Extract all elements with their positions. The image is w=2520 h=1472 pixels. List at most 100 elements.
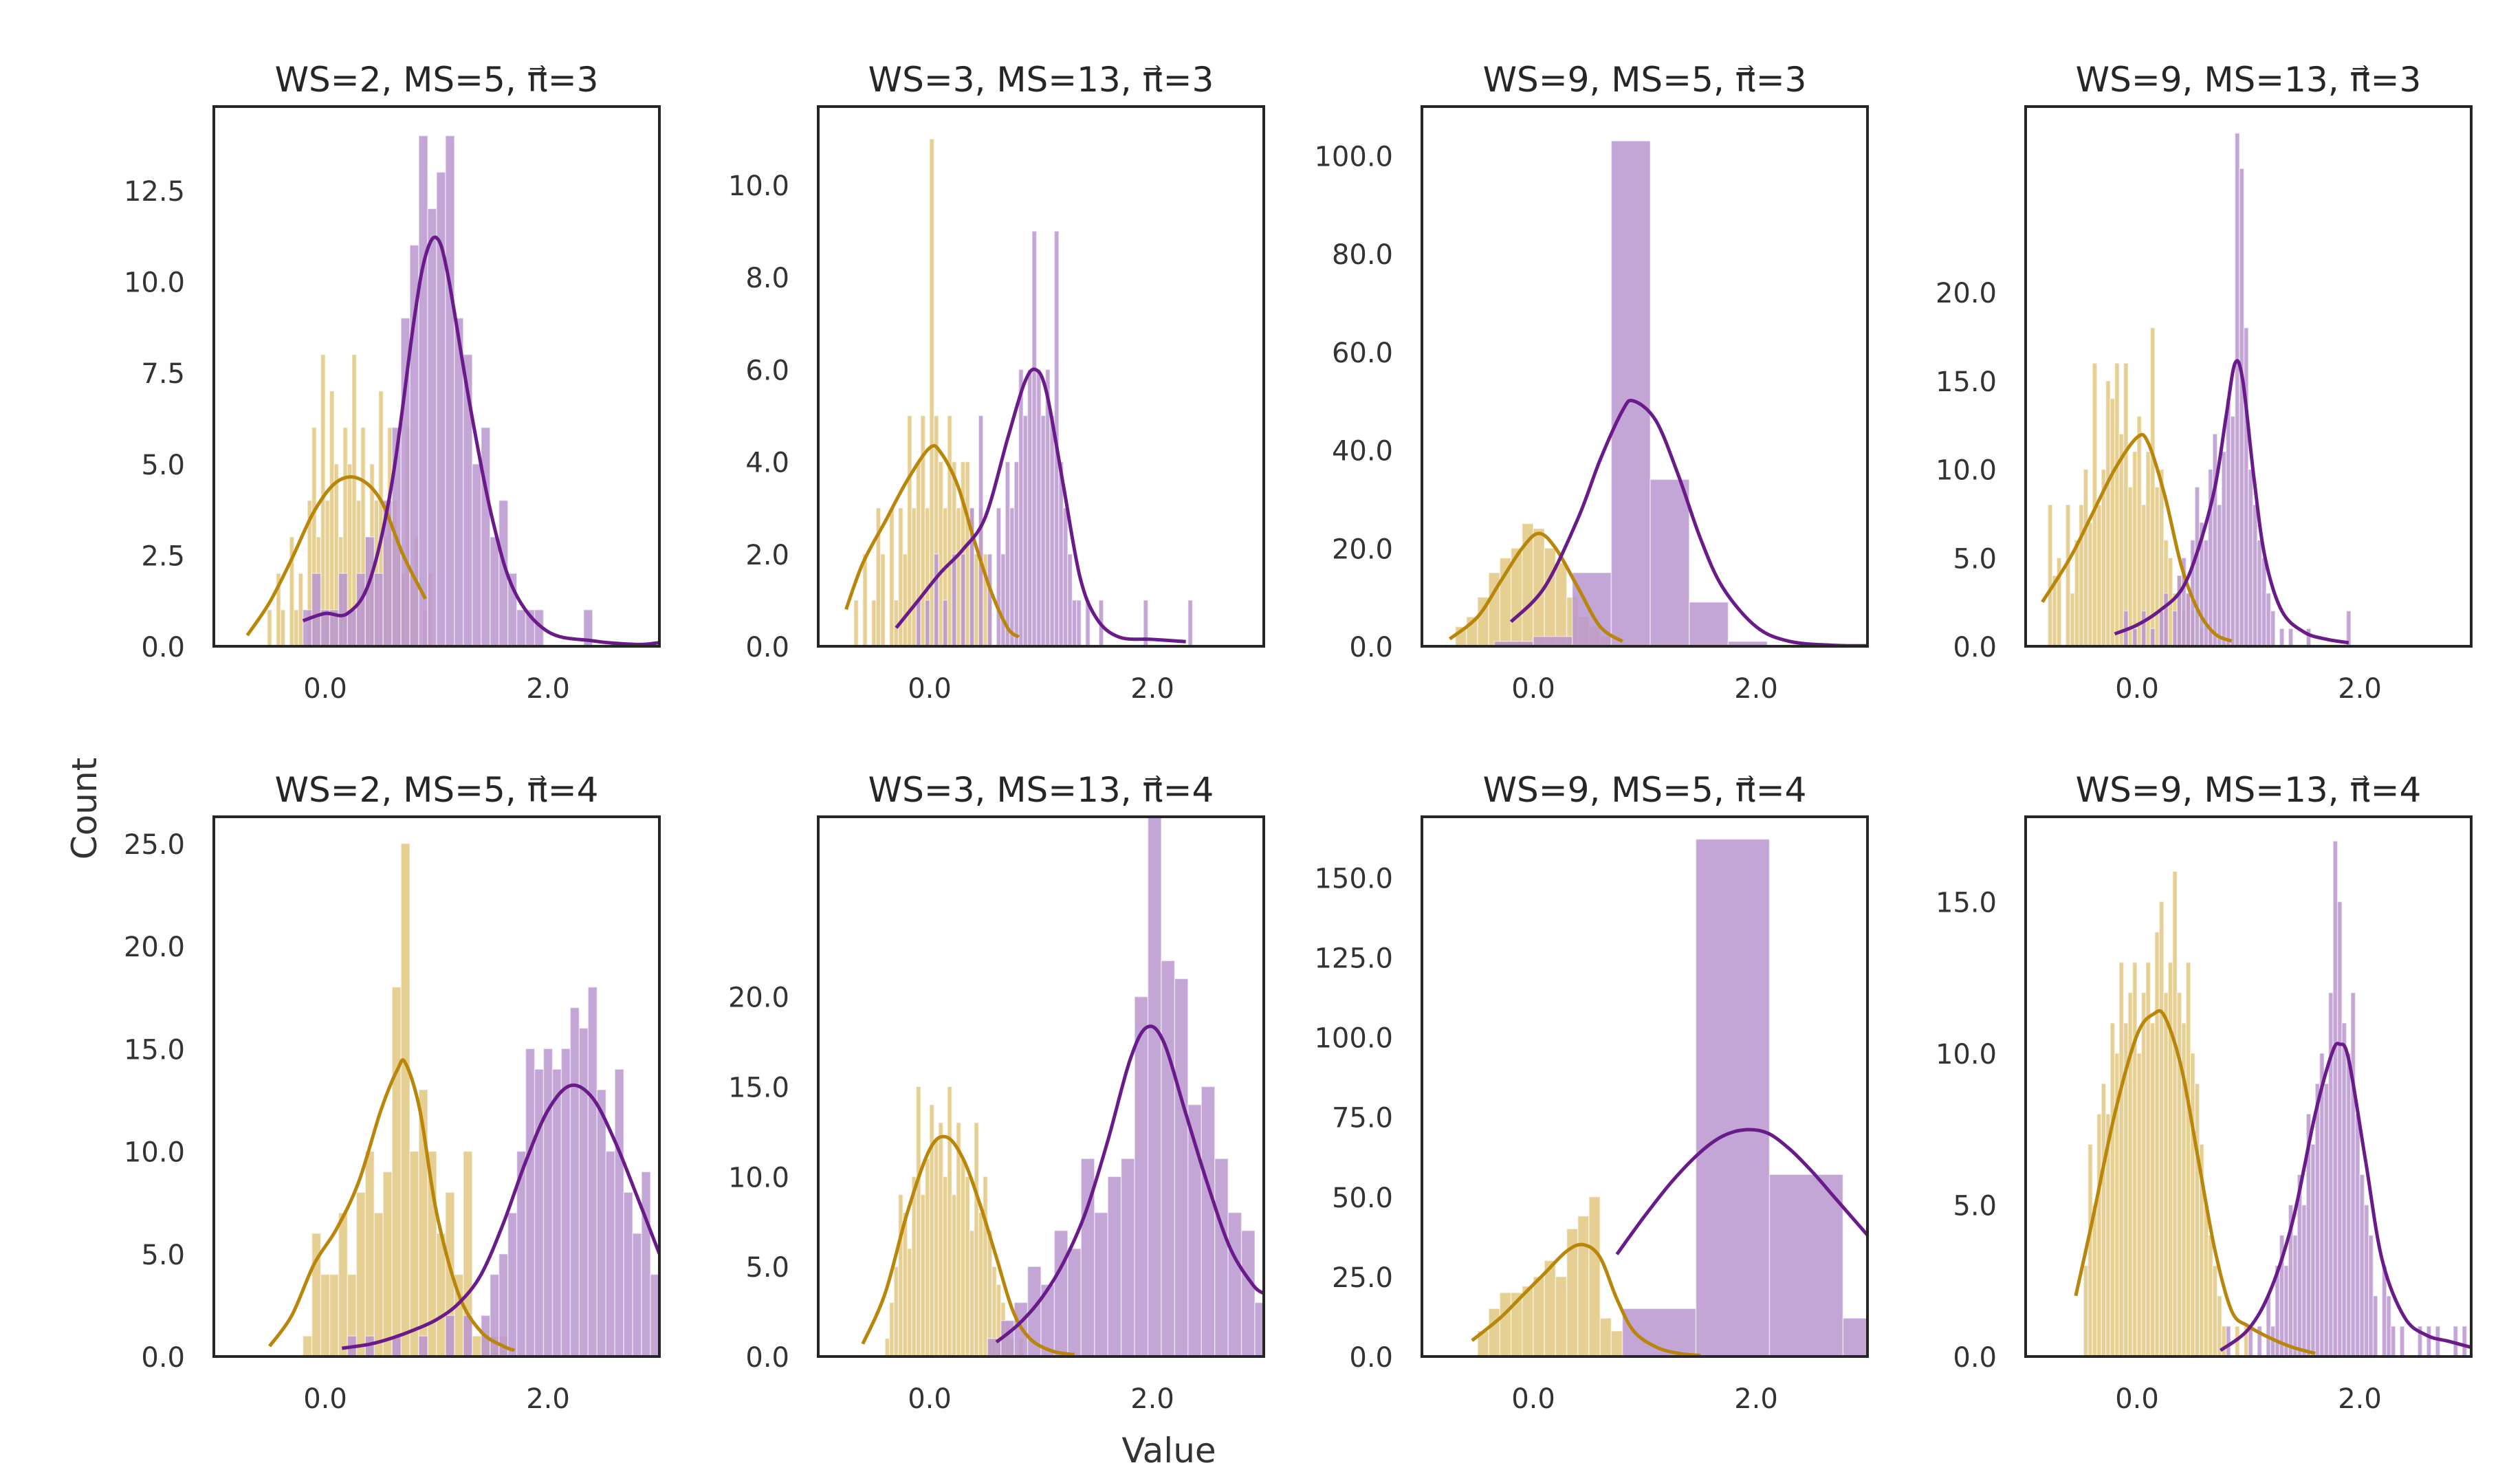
y-tick-label: 150.0	[1314, 863, 1393, 894]
gold-bar	[2216, 1295, 2222, 1356]
purple-bar	[1027, 369, 1033, 646]
gold-bar	[2132, 961, 2138, 1356]
gold-bar	[2185, 961, 2191, 1356]
purple-bar	[1842, 1317, 1867, 1356]
purple-bar	[1022, 415, 1029, 646]
axes-frame	[212, 815, 661, 1358]
purple-kde-line	[302, 235, 659, 646]
purple-bar	[1689, 602, 1729, 646]
gold-bar	[2070, 593, 2076, 646]
gold-bar	[2163, 992, 2169, 1356]
subplot-title: WS=9, MS=5, π⃗=3	[1483, 60, 1807, 100]
y-tick-label: 20.0	[728, 982, 789, 1014]
gold-bar	[472, 1335, 482, 1356]
purple-bar	[445, 1315, 455, 1356]
y-tick-label: 4.0	[745, 448, 789, 479]
purple-bar	[2248, 468, 2254, 646]
gold-bar	[1488, 1308, 1501, 1356]
gold-bar	[2212, 1264, 2218, 1356]
gold-bar	[329, 1273, 340, 1356]
gold-bar	[2158, 901, 2165, 1356]
gold-bar	[355, 1191, 366, 1356]
gold-bar	[338, 1212, 349, 1356]
plot-area	[267, 843, 659, 1356]
gold-bar	[2145, 961, 2151, 1356]
gold-bar	[2136, 1053, 2143, 1356]
gold-bar	[2123, 362, 2129, 646]
purple-bar	[1049, 415, 1055, 646]
axes-frame	[817, 815, 1265, 1358]
purple-bar	[2216, 504, 2222, 646]
y-tick-label: 25.0	[124, 829, 185, 861]
gold-bar	[329, 390, 335, 646]
y-tick-label: 10.0	[728, 1162, 789, 1194]
y-tick-label: 0.0	[745, 1342, 789, 1374]
y-tick-label: 12.5	[124, 176, 185, 208]
gold-kde-line	[1471, 1242, 1701, 1356]
purple-bar	[632, 1233, 642, 1356]
y-tick-label: 75.0	[1332, 1103, 1393, 1134]
purple-bar	[1071, 600, 1077, 646]
purple-bar	[2372, 1295, 2378, 1356]
x-tick-label: 0.0	[908, 1383, 952, 1415]
purple-bar	[969, 507, 975, 646]
y-tick-label: 20.0	[1936, 278, 1997, 309]
gold-bar	[911, 507, 917, 646]
gold-bar	[2087, 522, 2093, 646]
y-tick-label: 0.0	[745, 632, 789, 663]
purple-bar	[605, 1150, 615, 1356]
y-tick-label: 20.0	[1332, 534, 1393, 565]
purple-bar	[507, 1212, 518, 1356]
x-tick-label: 2.0	[1734, 1383, 1778, 1415]
purple-bar	[1036, 369, 1042, 646]
purple-bar	[560, 1048, 571, 1356]
y-tick-label: 10.0	[1936, 455, 1997, 487]
purple-bar	[445, 135, 455, 646]
gold-bar	[884, 1338, 890, 1356]
gold-bar	[879, 553, 886, 646]
axes-frame	[2024, 815, 2473, 1358]
purple-bar	[2310, 1143, 2316, 1356]
subplot-8: WS=9, MS=13, π⃗=4 0.0 5.0 10.0 15.0 0.0 2.0	[1936, 770, 2473, 1415]
gold-bar	[1499, 1292, 1512, 1356]
purple-bar	[2132, 628, 2138, 646]
purple-bar	[525, 1048, 536, 1356]
purple-bar	[2336, 901, 2343, 1356]
x-tick-label: 2.0	[1130, 1383, 1174, 1415]
purple-bar	[1067, 1248, 1082, 1356]
gold-bar	[2083, 468, 2089, 646]
purple-bar	[302, 609, 313, 646]
purple-bar	[373, 573, 384, 646]
gold-bar	[960, 1158, 966, 1356]
gold-bar	[2047, 504, 2053, 646]
purple-bar	[1005, 461, 1011, 646]
purple-bar	[942, 600, 948, 646]
purple-bar	[623, 1191, 633, 1356]
plot-area	[1471, 838, 1867, 1356]
gold-kde-line	[2041, 432, 2233, 643]
purple-bar	[1009, 507, 1015, 646]
purple-bar	[2140, 610, 2147, 646]
gold-bar	[888, 507, 895, 646]
purple-bar	[418, 1335, 428, 1356]
gold-bar	[382, 1171, 393, 1356]
purple-bar	[1000, 553, 1006, 646]
gold-bar	[888, 1301, 895, 1356]
purple-bar	[2368, 1234, 2374, 1356]
purple-bar	[2234, 132, 2240, 646]
purple-bar	[2221, 451, 2227, 646]
gold-bar	[1577, 1215, 1590, 1356]
subplot-grid: WS=2, MS=5, π⃗=3 0.0 2.5 5.0 7.5 10.0 12.5 0.0 2…	[124, 60, 2473, 1415]
purple-bar	[2225, 1326, 2231, 1356]
purple-bar	[2261, 557, 2267, 646]
purple-bar	[587, 986, 598, 1356]
y-tick-label: 0.0	[1349, 632, 1393, 663]
gold-bar	[2149, 327, 2156, 646]
purple-bar	[951, 553, 957, 646]
subplot-5: WS=2, MS=5, π⃗=4 0.0 5.0 10.0 15.0 20.0 25.0 0.…	[124, 770, 661, 1415]
gold-bar	[2105, 380, 2111, 646]
purple-kde-line	[2219, 1042, 2471, 1352]
purple-bar	[2194, 486, 2200, 646]
y-tick-label: 10.0	[1936, 1039, 1997, 1070]
gold-bar	[2132, 451, 2138, 646]
